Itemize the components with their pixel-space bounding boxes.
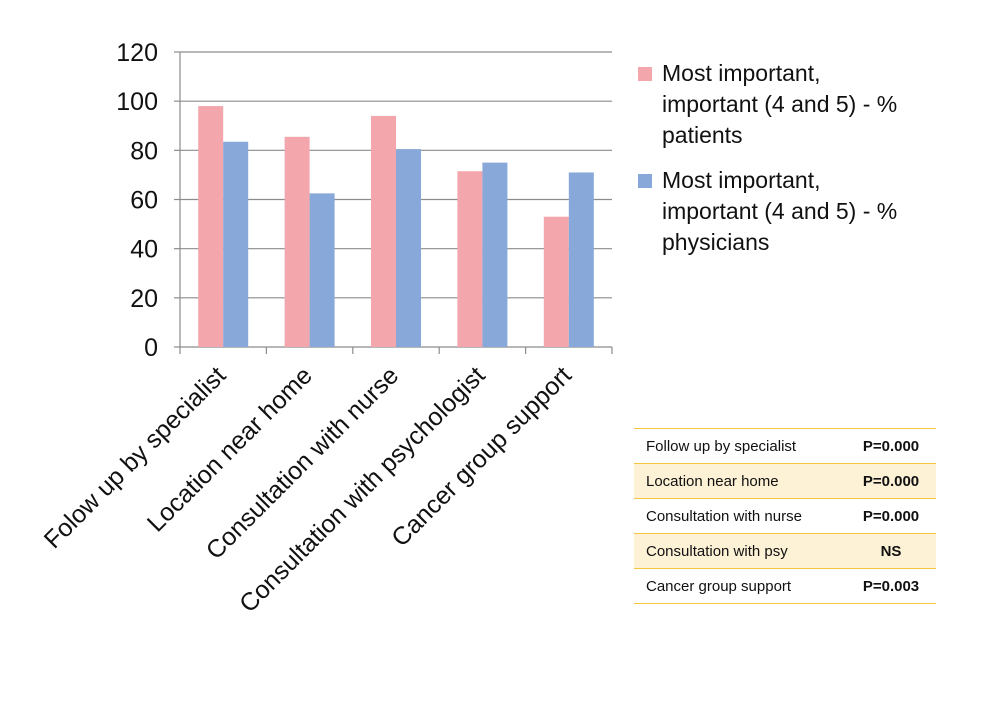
y-tick-label: 0 <box>144 334 158 362</box>
y-tick-label: 120 <box>116 39 158 67</box>
bar-physicians <box>568 172 594 347</box>
bar-patients <box>457 171 483 347</box>
pvalue-table: Follow up by specialist P=0.000 Location… <box>634 428 936 604</box>
pvalue-row-value: P=0.000 <box>846 463 936 499</box>
bar-physicians <box>309 193 335 347</box>
bar-physicians <box>223 141 249 347</box>
bar-patients <box>198 106 224 347</box>
pvalue-row-value: P=0.000 <box>846 498 936 534</box>
legend-label-line: important (4 and 5) - % <box>662 91 898 117</box>
pvalue-row-label: Cancer group support <box>634 568 846 604</box>
legend-label-line: physicians <box>662 229 770 255</box>
legend-label-patients: Most important, important (4 and 5) - % … <box>662 58 897 151</box>
pvalue-row-label: Location near home <box>634 463 846 499</box>
bar-physicians <box>396 149 421 347</box>
pvalue-row: Location near home P=0.000 <box>634 463 936 499</box>
pvalue-row-label: Consultation with nurse <box>634 498 846 534</box>
legend-swatch-patients <box>638 67 652 81</box>
legend-label-physicians: Most important, important (4 and 5) - % … <box>662 165 897 258</box>
legend-label-line: patients <box>662 122 743 148</box>
pvalue-row-value: P=0.000 <box>846 428 936 464</box>
pvalue-row: Consultation with psy NS <box>634 533 936 569</box>
y-tick-label: 80 <box>130 137 158 165</box>
legend-item-patients: Most important, important (4 and 5) - % … <box>638 58 968 151</box>
legend-label-line: Most important, <box>662 60 821 86</box>
bar-patients <box>284 136 310 347</box>
y-tick-label: 60 <box>130 187 158 215</box>
legend-swatch-physicians <box>638 174 652 188</box>
pvalue-row-value: NS <box>846 533 936 569</box>
legend: Most important, important (4 and 5) - % … <box>638 58 968 272</box>
pvalue-row: Follow up by specialist P=0.000 <box>634 428 936 464</box>
pvalue-row-value: P=0.003 <box>846 568 936 604</box>
y-tick-label: 40 <box>130 236 158 264</box>
bar-patients <box>371 115 396 348</box>
bar-patients <box>543 216 569 347</box>
pvalue-row-label: Follow up by specialist <box>634 428 846 464</box>
legend-item-physicians: Most important, important (4 and 5) - % … <box>638 165 968 258</box>
x-tick-label: Location near home <box>142 361 318 537</box>
y-tick-label: 100 <box>116 88 158 116</box>
bar-physicians <box>482 162 508 347</box>
pvalue-row: Consultation with nurse P=0.000 <box>634 498 936 534</box>
pvalue-row-label: Consultation with psy <box>634 533 846 569</box>
legend-label-line: important (4 and 5) - % <box>662 198 898 224</box>
pvalue-row: Cancer group support P=0.003 <box>634 568 936 604</box>
legend-label-line: Most important, <box>662 167 821 193</box>
y-tick-label: 20 <box>130 285 158 313</box>
